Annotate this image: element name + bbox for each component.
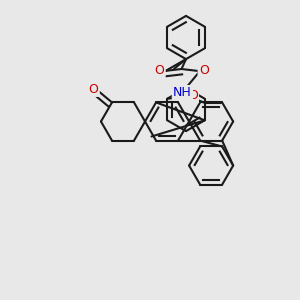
- Text: O: O: [89, 83, 99, 96]
- Text: O: O: [188, 89, 198, 102]
- Text: NH: NH: [173, 86, 192, 99]
- Text: O: O: [154, 64, 164, 77]
- Text: O: O: [199, 64, 209, 77]
